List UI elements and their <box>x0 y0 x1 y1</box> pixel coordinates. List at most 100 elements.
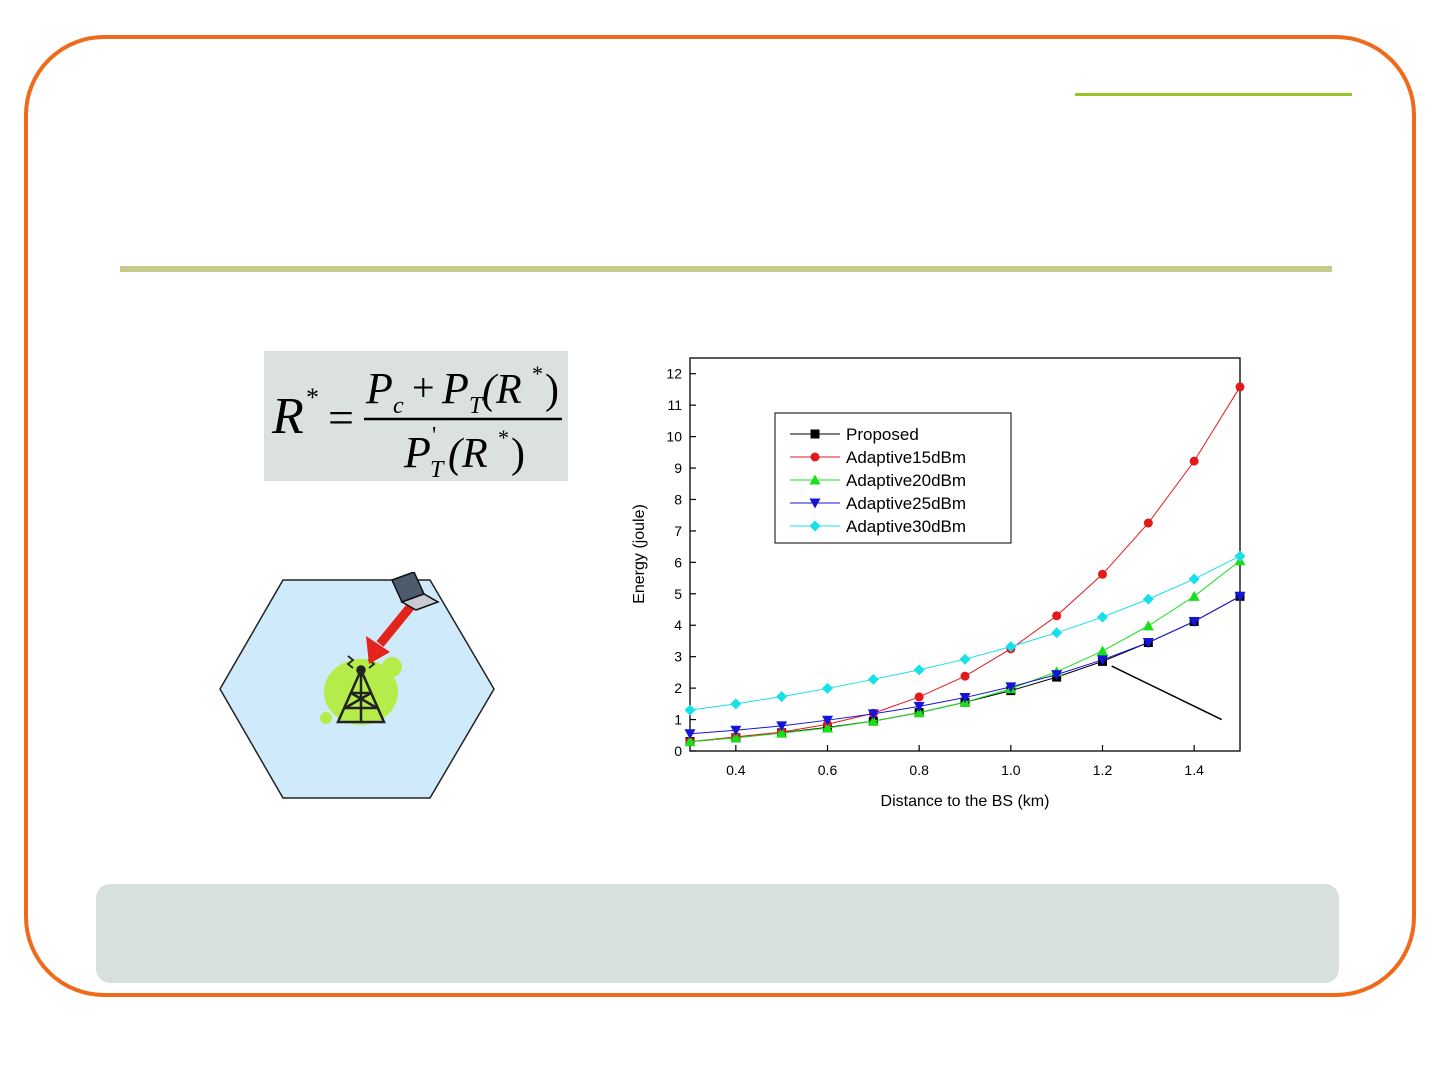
data-point <box>913 701 925 712</box>
data-point <box>1097 645 1108 656</box>
annotation-line <box>1111 665 1222 721</box>
title-rule <box>120 266 1332 272</box>
data-point <box>684 729 696 740</box>
legend-marker <box>809 474 821 485</box>
data-point <box>1051 670 1063 681</box>
legend-label: Proposed <box>846 425 919 444</box>
formula-den-arg-close: ) <box>511 431 525 477</box>
data-point <box>867 709 879 720</box>
y-tick-label: 11 <box>667 397 682 413</box>
legend-marker <box>810 452 820 462</box>
y-axis-label: Energy (joule) <box>631 504 648 604</box>
formula-num-p2: P <box>441 364 469 413</box>
data-point <box>1005 641 1017 653</box>
formula-lhs: R <box>271 388 304 445</box>
data-point <box>776 721 788 732</box>
y-tick-label: 4 <box>674 617 682 633</box>
formula-svg: R * = P c + P T (R * ) P ' T (R * ) <box>271 361 562 481</box>
legend-marker <box>810 429 820 439</box>
data-point <box>1188 616 1200 627</box>
data-point <box>1188 573 1200 585</box>
series-adaptive20dbm <box>684 555 1246 747</box>
formula-plus: + <box>412 365 435 410</box>
formula-num-p1: P <box>365 364 393 413</box>
data-point <box>960 671 970 681</box>
data-point <box>1097 655 1108 666</box>
data-point <box>684 704 696 716</box>
data-point <box>1052 611 1062 621</box>
y-tick-label: 6 <box>674 554 682 570</box>
data-point <box>1142 638 1154 649</box>
formula-box: R * = P c + P T (R * ) P ' T (R * ) <box>264 351 568 481</box>
legend-item: Adaptive20dBm <box>790 471 966 490</box>
caption-box <box>96 884 1339 983</box>
data-point <box>1005 682 1017 693</box>
y-tick-label: 2 <box>674 680 682 696</box>
x-tick-label: 1.0 <box>1001 762 1021 778</box>
data-point <box>776 727 788 738</box>
y-tick-label: 3 <box>674 649 682 665</box>
data-point <box>1189 456 1199 466</box>
y-tick-label: 0 <box>674 743 682 759</box>
data-point <box>913 707 925 718</box>
data-point <box>1235 382 1245 392</box>
legend-item: Adaptive25dBm <box>790 494 966 513</box>
legend-label: Adaptive20dBm <box>846 471 966 490</box>
x-tick-label: 1.4 <box>1184 762 1204 778</box>
y-tick-label: 7 <box>674 523 682 539</box>
formula-den-arg: (R <box>448 431 488 477</box>
legend-label: Adaptive30dBm <box>846 517 966 536</box>
legend-marker <box>809 498 821 509</box>
series-adaptive25dbm <box>684 591 1246 740</box>
formula-num-arg-close: ) <box>545 367 559 413</box>
laptop-icon <box>390 572 440 611</box>
series-layer <box>684 382 1246 747</box>
data-point <box>1234 591 1246 602</box>
formula-equals: = <box>328 392 354 443</box>
y-tick-label: 12 <box>666 366 682 382</box>
data-point <box>822 715 833 726</box>
x-tick-label: 0.4 <box>726 762 746 778</box>
x-axis-label: Distance to the BS (km) <box>881 793 1050 810</box>
legend-label: Adaptive15dBm <box>846 448 966 467</box>
data-point <box>730 732 742 743</box>
series-adaptive30dbm <box>684 550 1246 716</box>
series-line <box>689 595 1241 735</box>
legend-marker <box>809 520 821 532</box>
legend-item: Proposed <box>790 425 919 444</box>
y-tick-label: 9 <box>674 460 682 476</box>
data-point <box>1097 611 1108 623</box>
slide-frame <box>24 35 1416 997</box>
data-point <box>1142 593 1154 605</box>
x-tick-label: 0.6 <box>818 762 838 778</box>
data-point <box>684 736 696 747</box>
accent-line <box>1075 93 1352 96</box>
y-tick-label: 1 <box>674 712 682 728</box>
data-point <box>776 691 788 703</box>
legend-label: Adaptive25dBm <box>846 494 966 513</box>
x-tick-label: 0.8 <box>909 762 929 778</box>
series-line <box>689 560 1241 743</box>
formula-den-sub: T <box>430 457 445 481</box>
y-tick-label: 10 <box>666 429 682 445</box>
data-point <box>1234 550 1246 562</box>
x-tick-label: 1.2 <box>1093 762 1113 778</box>
y-tick-label: 5 <box>674 586 682 602</box>
data-point <box>913 664 925 676</box>
data-point <box>1051 627 1063 639</box>
formula-den-prime: ' <box>432 423 436 449</box>
formula-num-arg-star: * <box>532 361 543 386</box>
data-point <box>959 653 971 665</box>
series-line <box>689 555 1241 711</box>
formula-lhs-star: * <box>306 383 319 412</box>
formula-num-arg: (R <box>482 367 522 413</box>
formula-den-arg-star: * <box>498 425 509 450</box>
data-point <box>1098 569 1107 579</box>
legend: Proposed Adaptive15dBm Adaptive20dBm Adapti… <box>774 412 1012 544</box>
data-point <box>959 693 971 704</box>
x-axis: 0.4 0.6 0.8 1.0 1.2 1.4 <box>726 745 1204 778</box>
data-point <box>730 698 742 710</box>
legend-item: Adaptive15dBm <box>790 448 966 467</box>
